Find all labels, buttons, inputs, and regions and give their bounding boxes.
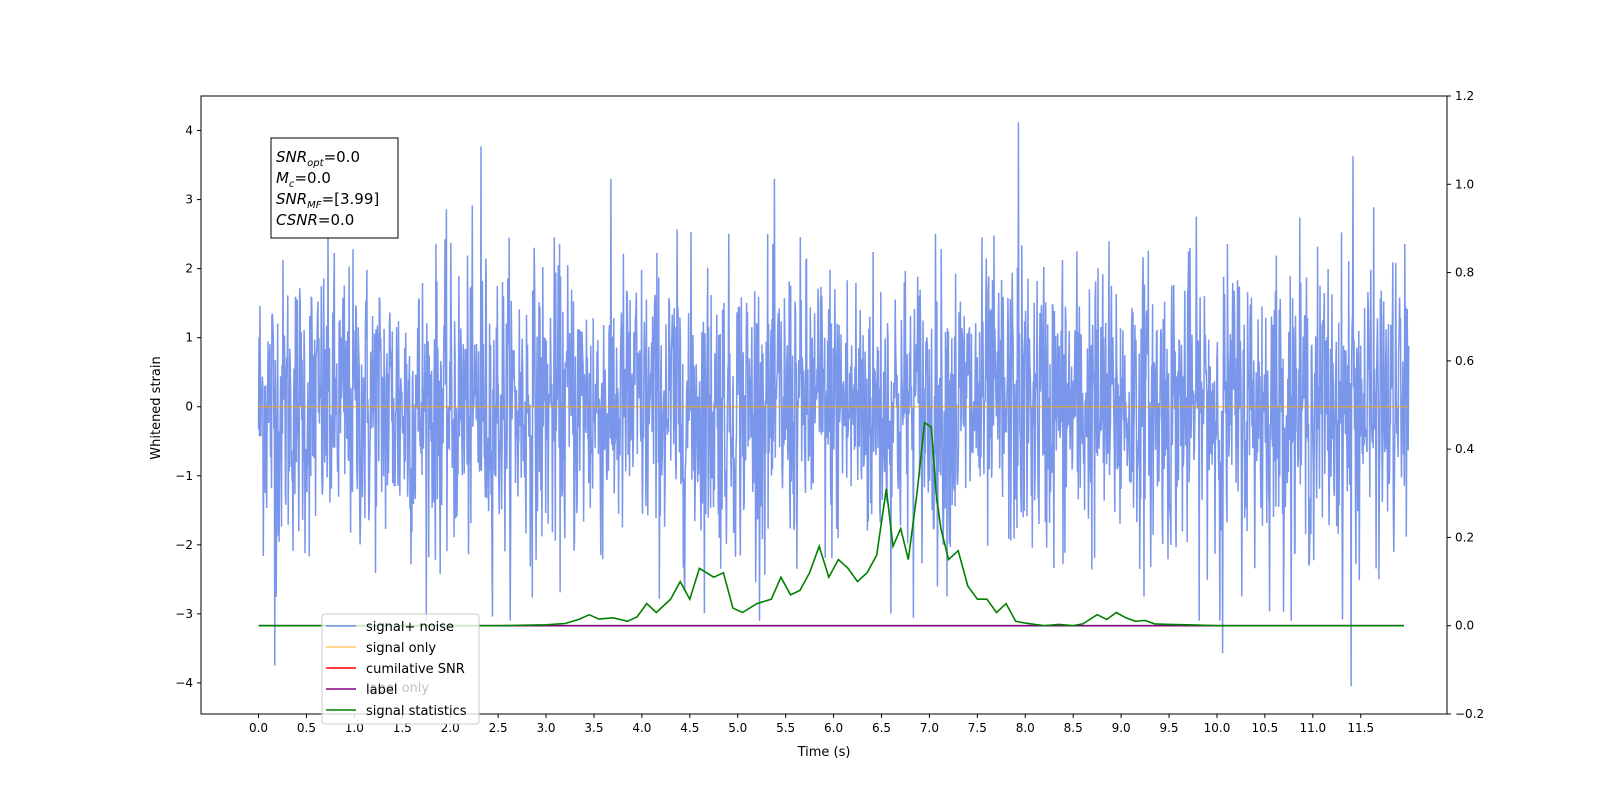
- y-tick-label: 4: [185, 124, 193, 138]
- legend-label: signal+ noise: [366, 620, 454, 635]
- y-tick-label: −3: [175, 607, 193, 621]
- legend-label: signal statistics: [366, 704, 467, 719]
- x-tick-label: 11.5: [1347, 721, 1374, 735]
- y-tick-label: −4: [175, 676, 193, 690]
- x-tick-label: 9.0: [1112, 721, 1131, 735]
- x-tick-label: 3.0: [536, 721, 555, 735]
- x-tick-label: 7.0: [920, 721, 939, 735]
- x-axis-label: Time (s): [797, 745, 851, 760]
- x-tick-label: 6.5: [872, 721, 891, 735]
- x-tick-label: 8.0: [1016, 721, 1035, 735]
- x-tick-label: 7.5: [968, 721, 987, 735]
- legend-label: cumilative SNR: [366, 662, 465, 677]
- x-tick-label: 5.0: [728, 721, 747, 735]
- y2-tick-label: 0.6: [1455, 354, 1474, 368]
- y2-tick-label: 1.0: [1455, 177, 1474, 191]
- y-tick-label: −2: [175, 538, 193, 552]
- annotation-line: SNRopt=0.0: [276, 148, 360, 169]
- y-axis-left: −4 −3 −2 −1 0 1 2 3 4: [175, 124, 201, 690]
- x-tick-label: 4.0: [632, 721, 651, 735]
- y2-tick-label: 0.0: [1455, 619, 1474, 633]
- y-axis-right: −0.2 0.0 0.2 0.4 0.6 0.8 1.0 1.2: [1447, 89, 1484, 721]
- y2-tick-label: 0.8: [1455, 266, 1474, 280]
- y2-tick-label: 0.2: [1455, 530, 1474, 544]
- legend-label: signal only: [366, 641, 436, 656]
- series-signal-statistics-line: [258, 421, 1404, 627]
- x-tick-label: 6.0: [824, 721, 843, 735]
- legend-label: label: [366, 683, 397, 698]
- y-tick-label: 1: [185, 331, 193, 345]
- x-tick-label: 5.5: [776, 721, 795, 735]
- y-tick-label: 2: [185, 262, 193, 276]
- y-tick-label: 0: [185, 400, 193, 414]
- series-signal-noise-line: [257, 122, 1410, 687]
- x-tick-label: 10.5: [1252, 721, 1279, 735]
- y-tick-label: −1: [175, 469, 193, 483]
- y2-tick-label: 0.4: [1455, 442, 1474, 456]
- annotation-line: Mc=0.0: [276, 169, 331, 190]
- x-tick-label: 0.5: [297, 721, 316, 735]
- legend-hidden-text: label only: [366, 681, 429, 696]
- y-axis-label: Whitened strain: [149, 356, 164, 459]
- x-tick-label: 3.5: [584, 721, 603, 735]
- annotation-line: CSNR=0.0: [276, 211, 354, 229]
- y-tick-label: 3: [185, 193, 193, 207]
- x-tick-label: 10.0: [1204, 721, 1231, 735]
- x-tick-label: 0.0: [249, 721, 268, 735]
- x-tick-label: 4.5: [680, 721, 699, 735]
- legend-frame: [321, 613, 480, 725]
- y2-tick-label: 1.2: [1455, 89, 1474, 103]
- plot-frame: [200, 95, 1448, 715]
- x-tick-label: 8.5: [1064, 721, 1083, 735]
- y2-tick-label: −0.2: [1455, 707, 1484, 721]
- legend: label only signal+ noise signal only cumila…: [321, 613, 480, 725]
- x-tick-label: 11.0: [1299, 721, 1326, 735]
- x-tick-label: 2.5: [489, 721, 508, 735]
- annotation-frame: [270, 137, 399, 239]
- x-tick-label: 9.5: [1159, 721, 1178, 735]
- annotation-line: SNRMF=[3.99]: [276, 190, 379, 211]
